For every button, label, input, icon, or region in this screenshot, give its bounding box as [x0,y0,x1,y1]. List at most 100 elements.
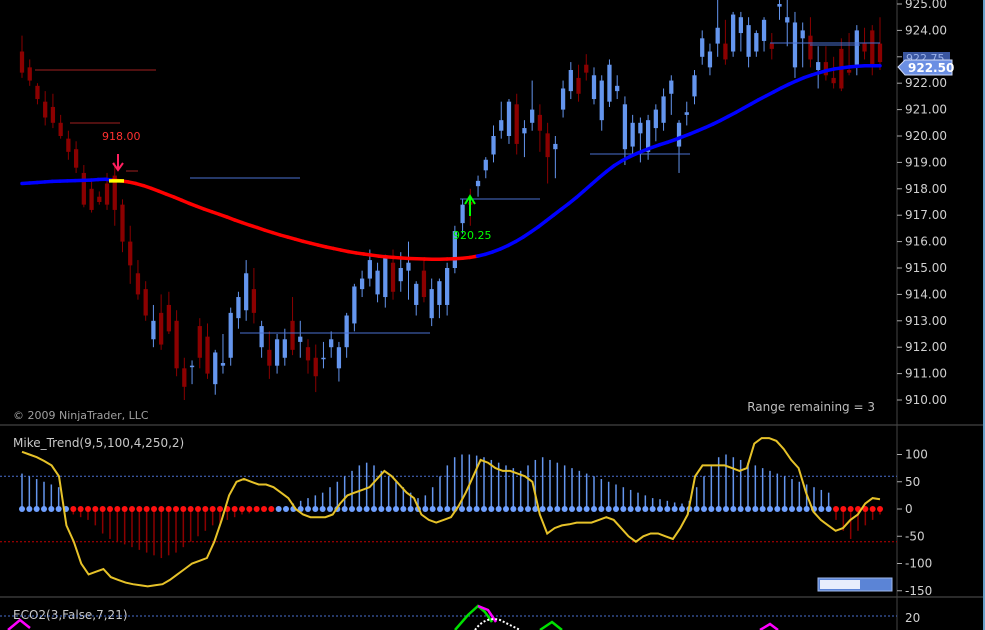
zero-dot [305,506,311,512]
trend-line [21,437,881,588]
candle-body [823,62,829,76]
copyright-text: © 2009 NinjaTrader, LLC [13,409,149,422]
candle-body [761,19,767,41]
price-tick-label: 917.00 [905,208,947,222]
candle-body [143,289,148,316]
zero-dot [429,506,436,512]
candle-body [792,22,798,68]
zero-dot [143,506,150,512]
zero-dot [745,506,751,512]
scrollbar-thumb[interactable] [820,580,860,589]
eco2-lines [7,604,779,630]
zero-dot [693,506,700,512]
osc-tick-label: -100 [905,557,932,571]
zero-dot [459,506,465,512]
candle-body [862,43,867,52]
candle-body [251,289,257,313]
zero-dot [173,506,179,512]
candle-body [50,106,56,123]
candle-body [259,326,264,348]
candle-body [81,172,86,205]
eco2-tick-label: 20 [905,611,920,625]
zero-dot [422,506,429,512]
mike-trend-histogram [19,454,883,559]
candle-body [406,262,411,271]
candle-body [669,80,674,94]
price-tick-label: 922.00 [905,76,947,90]
osc-tick-label: 50 [905,475,920,489]
candle-body [228,312,233,358]
zero-dot [503,506,509,512]
range-remaining-text: Range remaining = 3 [747,400,875,414]
zero-dot [481,506,487,512]
mike-trend-line [21,437,881,588]
candle-body [754,33,759,52]
zero-dot [583,506,590,512]
zero-dot [862,506,869,512]
eco2-title: ECO2(3,False,7,21) [13,608,128,622]
candle-body [390,262,396,292]
zero-dot [818,506,825,512]
candle-body [653,109,658,129]
sell-arrow-icon [112,154,124,172]
zero-dot [803,506,810,512]
candle-body [599,80,604,121]
candle-body [452,231,457,268]
candle-body [723,43,728,60]
candle-body [506,101,512,136]
zero-dot [239,506,245,512]
candle-body [27,67,32,81]
candle-body [43,101,48,118]
zero-dot [708,506,715,512]
zero-dot [649,506,656,512]
eco2-main-line [539,620,563,630]
candle-body [282,339,287,358]
zero-dot [48,506,55,512]
zero-dot [730,506,737,512]
candle-body [197,326,202,358]
price-panel: 925.00924.00923.00922.00921.00920.00919.… [13,0,954,422]
zero-dot [605,506,612,512]
zero-dot [554,506,561,512]
sell-signal-label: 918.00 [102,130,141,143]
candle-body [692,75,697,97]
candle-body [707,51,713,68]
candle-body [414,283,419,305]
candle-body [445,268,450,305]
candle-body [514,104,519,144]
eco2-signal-line [477,604,498,623]
candle-body [568,70,573,92]
candle-body [236,297,241,319]
zero-dot [510,506,517,512]
candle-body [491,136,496,155]
candle-body [499,120,504,131]
annotations: 918.00 920.25 [102,130,492,242]
candle-body [375,270,380,295]
candle-body [731,14,736,52]
candle-body [684,112,689,115]
zero-dot [393,506,399,512]
candle-body [321,357,326,360]
zero-dot [877,506,883,512]
candle-body [816,62,821,70]
candle-body [298,336,303,342]
candle-body [120,204,125,242]
scrollbar-widget[interactable] [817,577,893,592]
zero-dot [187,506,194,512]
candle-body [530,109,535,123]
zero-dot [576,506,583,512]
candle-body [104,183,110,205]
candle-body [313,357,318,377]
buy-arrow-icon [464,194,476,216]
zero-dot [70,506,77,512]
zero-dot [99,506,106,512]
zero-dot [759,506,766,512]
zero-dot [217,506,223,512]
zero-dot [466,506,473,512]
candles [19,0,883,400]
zero-dot [121,506,128,512]
candle-body [854,30,859,65]
candle-body [437,281,442,305]
